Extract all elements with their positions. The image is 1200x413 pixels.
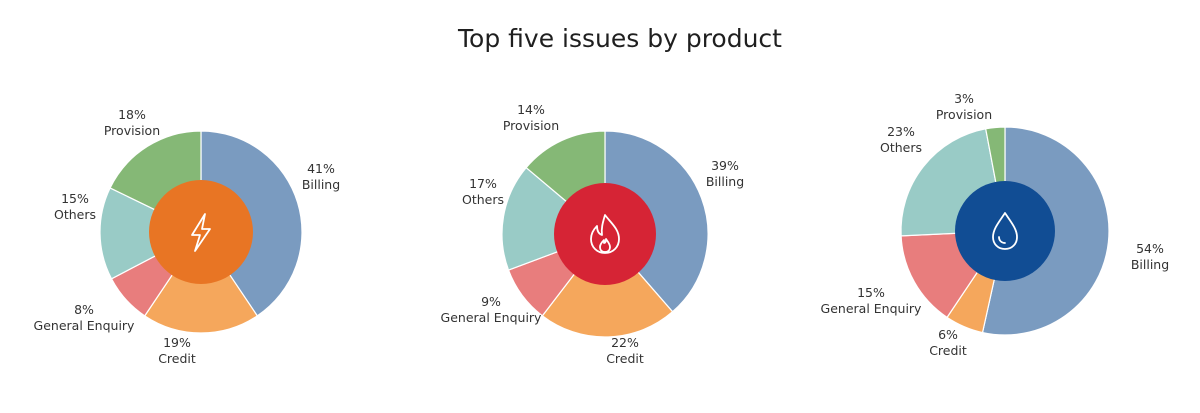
donut-center [149, 180, 253, 284]
slice-category-label: Provision [104, 123, 160, 138]
slice-percent-label: 14% [517, 102, 545, 117]
donut-center [554, 183, 656, 285]
slice-percent-label: 15% [61, 191, 89, 206]
slice-category-label: General Enquiry [34, 318, 136, 333]
slice-category-label: General Enquiry [821, 301, 923, 316]
slice-percent-label: 18% [118, 107, 146, 122]
slice-category-label: Credit [929, 343, 967, 358]
slice-percent-label: 6% [938, 327, 958, 342]
slice-category-label: General Enquiry [441, 310, 543, 325]
slice-percent-label: 8% [74, 302, 94, 317]
donut-center [955, 181, 1055, 281]
slice-percent-label: 15% [857, 285, 885, 300]
slice-category-label: Billing [1131, 257, 1169, 272]
slice-percent-label: 9% [481, 294, 501, 309]
slice-billing [604, 130, 709, 313]
slice-percent-label: 17% [469, 176, 497, 191]
slice-percent-label: 54% [1136, 241, 1164, 256]
slice-percent-label: 39% [711, 158, 739, 173]
lightning-bolt-icon [191, 213, 211, 252]
slice-credit [541, 233, 674, 338]
slice-category-label: Billing [302, 177, 340, 192]
donut-chart-1: 41%Billing 19%Credit 8%General Enquiry 15%O… [34, 107, 341, 366]
slice-category-label: Others [880, 140, 922, 155]
slice-percent-label: 3% [954, 91, 974, 106]
slice-category-label: Others [54, 207, 96, 222]
chart-title: Top five issues by product [458, 24, 782, 53]
slice-category-label: Credit [606, 351, 644, 366]
slice-category-label: Provision [503, 118, 559, 133]
donut-chart-3: 54%Billing 6%Credit 15%General Enquiry 23%O… [821, 91, 1170, 358]
slice-percent-label: 19% [163, 335, 191, 350]
slice-category-label: Others [462, 192, 504, 207]
slice-percent-label: 41% [307, 161, 335, 176]
slice-others [501, 166, 607, 271]
water-drop-icon [992, 212, 1018, 250]
slice-percent-label: 22% [611, 335, 639, 350]
slice-percent-label: 23% [887, 124, 915, 139]
flame-icon [590, 214, 620, 254]
slice-category-label: Credit [158, 351, 196, 366]
slice-category-label: Provision [936, 107, 992, 122]
slice-category-label: Billing [706, 174, 744, 189]
donut-chart-2: 39%Billing 22%Credit 9%General Enquiry 17%O… [441, 102, 745, 366]
